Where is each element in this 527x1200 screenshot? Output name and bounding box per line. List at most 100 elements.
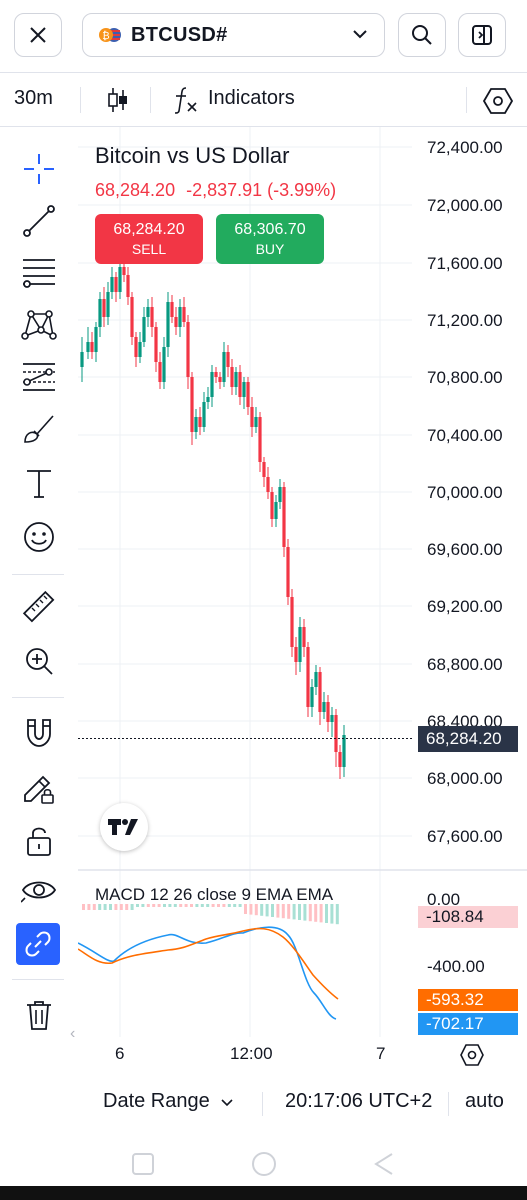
buy-label: BUY — [255, 241, 285, 257]
sell-button[interactable]: 68,284.20 SELL — [95, 214, 203, 264]
candle-body — [150, 307, 154, 327]
candle-body — [310, 687, 314, 707]
candle-body — [186, 322, 190, 377]
candle-body — [80, 352, 84, 367]
interval-selector[interactable]: 30m — [14, 87, 53, 109]
chevron-down-icon — [353, 30, 367, 39]
candle-body — [230, 367, 234, 387]
link-icon — [25, 931, 51, 957]
chart-area[interactable] — [78, 127, 527, 1047]
fib-icon — [23, 259, 55, 288]
candle-body — [198, 417, 202, 427]
btc-usd-flag-icon: ₿ — [99, 27, 121, 43]
brush-icon — [24, 415, 54, 443]
date-range-button[interactable]: Date Range — [103, 1090, 233, 1113]
crosshair-icon — [24, 154, 54, 184]
candle-body — [202, 402, 206, 427]
text-tool[interactable] — [19, 463, 59, 503]
macd-histogram-bar — [260, 904, 264, 916]
crosshair-tool[interactable] — [19, 149, 59, 189]
macd-histogram-bar — [136, 904, 139, 907]
macd-histogram-bar — [319, 904, 323, 923]
lock-drawing-tool[interactable] — [19, 767, 59, 807]
collapse-sidebar-icon[interactable]: ‹ — [70, 1025, 76, 1042]
candle-body — [210, 372, 214, 397]
unlock-icon — [27, 827, 51, 856]
time-axis-label: 7 — [376, 1044, 386, 1063]
zoom-in-icon — [26, 648, 53, 675]
divider — [12, 697, 64, 698]
macd-axis-label: -400.00 — [427, 957, 485, 976]
candle-body — [278, 487, 282, 502]
time-axis-label: 6 — [115, 1044, 125, 1063]
buy-button[interactable]: 68,306.70 BUY — [216, 214, 324, 264]
pattern-tool[interactable] — [19, 305, 59, 345]
search-button[interactable] — [398, 13, 446, 57]
macd-histogram-bar — [233, 904, 237, 907]
ruler-tool[interactable] — [19, 587, 59, 627]
divider — [12, 574, 64, 575]
back-icon[interactable] — [372, 1152, 396, 1176]
macd-histogram-bar — [238, 904, 242, 907]
candle-body — [174, 317, 178, 327]
price-axis-label: 70,400.00 — [427, 426, 503, 445]
visibility-tool[interactable] — [19, 871, 59, 911]
auto-scale-button[interactable]: auto — [465, 1090, 504, 1112]
price-change: 68,284.20 -2,837.91 (-3.99%) — [95, 180, 336, 201]
recent-apps-icon[interactable] — [130, 1152, 156, 1176]
candle-body — [330, 715, 334, 722]
candle-body — [138, 342, 142, 357]
text-icon — [27, 470, 51, 498]
brush-tool[interactable] — [19, 409, 59, 449]
time-axis-label: 12:00 — [230, 1044, 273, 1063]
macd-histogram-bar — [254, 904, 258, 916]
candles-icon[interactable] — [106, 86, 130, 114]
macd-histogram-bar — [92, 904, 96, 910]
zoom-tool[interactable] — [19, 641, 59, 681]
macd-legend[interactable]: MACD 12 26 close 9 EMA EMA — [95, 885, 334, 904]
macd-histogram-bar — [195, 904, 199, 907]
fib-tool[interactable] — [19, 253, 59, 293]
link-tool[interactable] — [16, 923, 60, 965]
macd-histogram-bar — [281, 904, 285, 919]
prediction-icon — [23, 363, 55, 391]
ruler-icon — [22, 590, 55, 623]
symbol-selector[interactable]: ₿ BTCUSD# — [82, 13, 385, 57]
panel-toggle-button[interactable] — [458, 13, 506, 57]
close-icon — [30, 27, 46, 43]
candle-body — [270, 492, 274, 519]
candle-body — [110, 277, 114, 292]
macd-histogram-bar — [125, 904, 129, 910]
fx-icon[interactable] — [172, 85, 200, 115]
candle-body — [218, 377, 222, 382]
close-button[interactable] — [14, 13, 62, 57]
candle-body — [334, 715, 338, 752]
candle-body — [142, 317, 146, 342]
price-axis-label: 72,000.00 — [427, 196, 503, 215]
tradingview-logo[interactable] — [100, 803, 148, 851]
divider — [466, 87, 467, 113]
indicators-button[interactable]: Indicators — [208, 87, 295, 109]
remove-drawings-tool[interactable] — [19, 995, 59, 1035]
chart-settings-icon[interactable] — [460, 1044, 484, 1066]
timezone-button[interactable]: 20:17:06 UTC+2 — [285, 1090, 433, 1112]
home-icon[interactable] — [250, 1150, 278, 1178]
candlestick-series — [80, 257, 346, 779]
emoji-tool[interactable] — [19, 517, 59, 557]
candle-body — [234, 372, 238, 387]
chevron-down-icon — [221, 1099, 233, 1107]
prediction-tool[interactable] — [19, 357, 59, 397]
candle-body — [190, 377, 194, 432]
unlock-tool[interactable] — [19, 821, 59, 861]
price-axis-label: 71,200.00 — [427, 311, 503, 330]
current-price-tag: 68,284.20 — [418, 726, 518, 752]
macd-histogram-bar — [298, 904, 301, 920]
price-chart[interactable] — [78, 127, 527, 1047]
price-axis-label: 68,800.00 — [427, 655, 503, 674]
settings-hexagon-icon[interactable] — [483, 87, 513, 115]
magnet-tool[interactable] — [19, 713, 59, 753]
macd-histogram-bar — [98, 904, 102, 910]
trendline-tool[interactable] — [19, 201, 59, 241]
candle-body — [122, 267, 126, 275]
macd-histogram-bar — [130, 904, 134, 910]
